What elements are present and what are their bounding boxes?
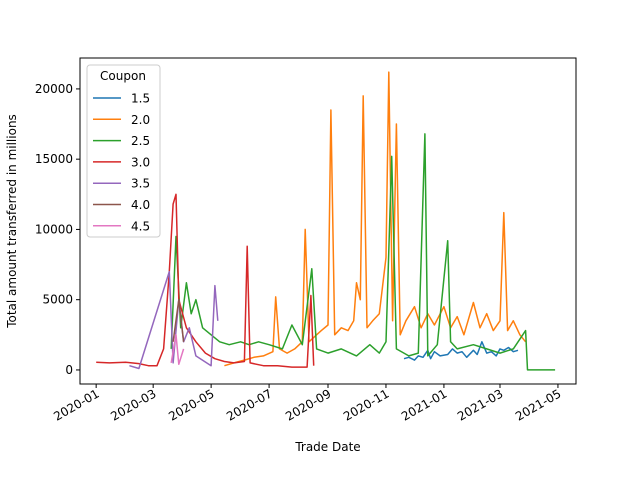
x-tick-label: 2021-01 xyxy=(399,386,449,423)
y-tick-label: 5000 xyxy=(42,293,73,307)
y-tick-label: 20000 xyxy=(35,82,73,96)
y-tick-label: 10000 xyxy=(35,222,73,236)
x-tick-label: 2021-05 xyxy=(513,386,563,423)
series-line-2-0 xyxy=(224,71,527,367)
x-axis: 2020-01 2020-03 2020-05 2020-07 2020-09 2020-… xyxy=(51,384,563,424)
legend-label: 2.5 xyxy=(131,134,150,148)
legend-label: 3.0 xyxy=(131,155,150,169)
x-tick-label: 2020-11 xyxy=(341,386,391,423)
y-tick-label: 0 xyxy=(65,363,73,377)
x-tick-label: 2020-03 xyxy=(108,386,158,423)
x-tick-label: 2020-09 xyxy=(283,386,333,423)
legend-label: 1.5 xyxy=(131,92,150,106)
x-tick-label: 2021-03 xyxy=(455,386,505,423)
legend: Coupon 1.5 2.0 2.5 3.0 3.5 4.0 4.5 xyxy=(86,64,161,238)
legend-label: 3.5 xyxy=(131,177,150,191)
plot-frame xyxy=(79,57,577,385)
x-tick-label: 2020-05 xyxy=(166,386,216,423)
legend-label: 4.5 xyxy=(131,219,150,233)
series-line-2-5 xyxy=(170,133,556,371)
x-tick-label: 2020-01 xyxy=(51,386,101,423)
series-line-3-0 xyxy=(96,193,315,368)
x-tick-label: 2020-07 xyxy=(224,386,274,423)
y-axis: 0 5000 10000 15000 20000 xyxy=(35,82,80,377)
y-tick-label: 15000 xyxy=(35,152,73,166)
y-axis-label: Total amount transferred in millions xyxy=(5,114,19,329)
legend-label: 4.0 xyxy=(131,198,150,212)
series-line-4-0 xyxy=(172,298,185,342)
legend-title: Coupon xyxy=(100,69,146,83)
legend-box xyxy=(86,64,161,238)
series-line-1-5 xyxy=(403,341,519,361)
series-line-4-5 xyxy=(170,334,185,366)
series-layer xyxy=(96,71,556,371)
x-axis-label: Trade Date xyxy=(294,440,360,454)
legend-label: 2.0 xyxy=(131,113,150,127)
